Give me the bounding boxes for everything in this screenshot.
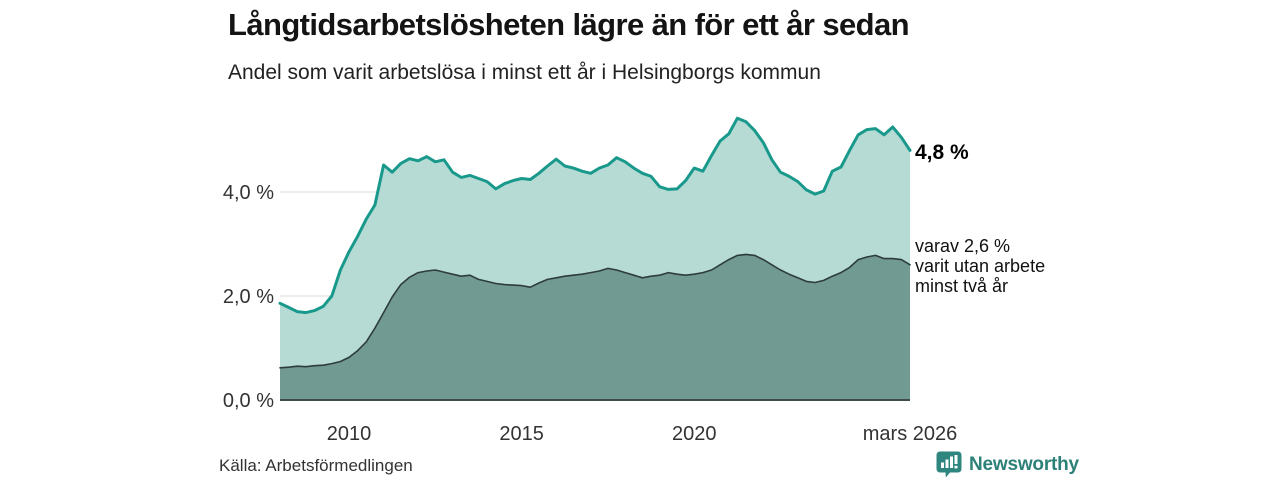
brand-name: Newsworthy xyxy=(969,453,1079,475)
x-tick-label: 2020 xyxy=(672,423,717,445)
line-series-1 xyxy=(279,253,911,369)
latest-value-label: 4,8 % xyxy=(915,141,969,164)
y-tick-label: 2,0 % xyxy=(223,286,274,308)
line-series-0 xyxy=(278,116,912,315)
page-title: Långtidsarbetslösheten lägre än för ett … xyxy=(228,7,910,42)
y-tick-label: 4,0 % xyxy=(223,182,274,204)
x-tick-label: mars 2026 xyxy=(863,423,958,445)
chart-subtitle: Andel som varit arbetslösa i minst ett å… xyxy=(228,61,821,84)
two-year-value-label: varav 2,6 % varit utan arbete minst två … xyxy=(915,236,1046,296)
x-tick-label: 2015 xyxy=(499,423,544,445)
x-tick-label: 2010 xyxy=(327,423,372,445)
area-series-1 xyxy=(280,254,910,400)
y-tick-label: 0,0 % xyxy=(223,390,274,412)
source-label: Källa: Arbetsförmedlingen xyxy=(219,456,413,475)
bar-chart-bubble-icon xyxy=(936,451,962,478)
newsworthy-logo: Newsworthy xyxy=(936,451,1079,478)
